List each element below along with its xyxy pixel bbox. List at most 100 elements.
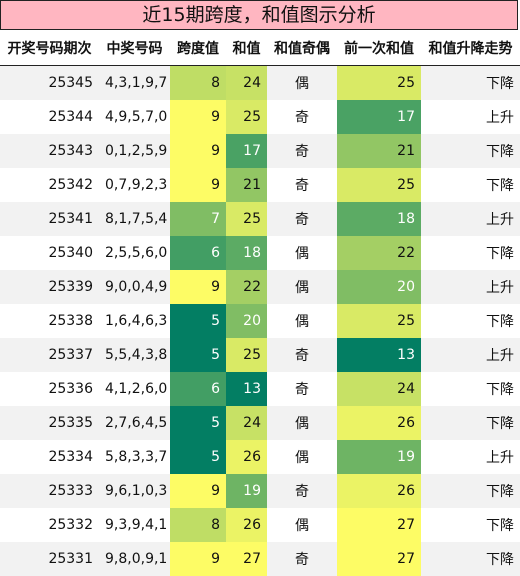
- cell-trend[interactable]: 下降: [421, 167, 520, 202]
- cell-period[interactable]: 25331: [0, 541, 99, 576]
- cell-sum[interactable]: 18: [226, 235, 267, 270]
- cell-prev-sum[interactable]: 22: [337, 235, 421, 270]
- cell-period[interactable]: 25337: [0, 337, 99, 372]
- cell-span[interactable]: 9: [170, 473, 226, 508]
- cell-span[interactable]: 8: [170, 65, 226, 100]
- cell-numbers[interactable]: 4,9,5,7,0: [99, 99, 170, 134]
- cell-sum[interactable]: 21: [226, 167, 267, 202]
- cell-prev-sum[interactable]: 13: [337, 337, 421, 372]
- cell-numbers[interactable]: 1,6,4,6,3: [99, 303, 170, 338]
- cell-numbers[interactable]: 5,8,3,3,7: [99, 439, 170, 474]
- cell-period[interactable]: 25332: [0, 507, 99, 542]
- cell-prev-sum[interactable]: 25: [337, 167, 421, 202]
- cell-prev-sum[interactable]: 26: [337, 405, 421, 440]
- header-span[interactable]: 跨度值: [170, 30, 226, 66]
- cell-period[interactable]: 25339: [0, 269, 99, 304]
- cell-parity[interactable]: 偶: [267, 235, 337, 270]
- cell-prev-sum[interactable]: 27: [337, 507, 421, 542]
- header-period[interactable]: 开奖号码期次: [0, 30, 99, 66]
- header-sum[interactable]: 和值: [226, 30, 267, 66]
- cell-sum[interactable]: 26: [226, 507, 267, 542]
- cell-span[interactable]: 9: [170, 269, 226, 304]
- header-trend[interactable]: 和值升降走势: [421, 30, 520, 66]
- cell-span[interactable]: 5: [170, 303, 226, 338]
- header-prev-sum[interactable]: 前一次和值: [337, 30, 421, 66]
- cell-period[interactable]: 25340: [0, 235, 99, 270]
- cell-numbers[interactable]: 9,0,0,4,9: [99, 269, 170, 304]
- cell-numbers[interactable]: 2,5,5,6,0: [99, 235, 170, 270]
- cell-sum[interactable]: 26: [226, 439, 267, 474]
- cell-trend[interactable]: 上升: [421, 337, 520, 372]
- cell-parity[interactable]: 偶: [267, 439, 337, 474]
- cell-prev-sum[interactable]: 27: [337, 541, 421, 576]
- cell-period[interactable]: 25338: [0, 303, 99, 338]
- cell-numbers[interactable]: 0,1,2,5,9: [99, 133, 170, 168]
- cell-sum[interactable]: 27: [226, 541, 267, 576]
- cell-prev-sum[interactable]: 20: [337, 269, 421, 304]
- cell-period[interactable]: 25341: [0, 201, 99, 236]
- cell-period[interactable]: 25343: [0, 133, 99, 168]
- cell-parity[interactable]: 偶: [267, 507, 337, 542]
- cell-sum[interactable]: 17: [226, 133, 267, 168]
- cell-span[interactable]: 9: [170, 99, 226, 134]
- cell-period[interactable]: 25342: [0, 167, 99, 202]
- cell-period[interactable]: 25333: [0, 473, 99, 508]
- cell-trend[interactable]: 下降: [421, 405, 520, 440]
- cell-sum[interactable]: 22: [226, 269, 267, 304]
- cell-numbers[interactable]: 2,7,6,4,5: [99, 405, 170, 440]
- cell-trend[interactable]: 下降: [421, 473, 520, 508]
- cell-numbers[interactable]: 4,3,1,9,7: [99, 65, 170, 100]
- cell-sum[interactable]: 20: [226, 303, 267, 338]
- cell-numbers[interactable]: 9,8,0,9,1: [99, 541, 170, 576]
- cell-parity[interactable]: 奇: [267, 541, 337, 576]
- cell-trend[interactable]: 下降: [421, 133, 520, 168]
- cell-trend[interactable]: 下降: [421, 507, 520, 542]
- cell-period[interactable]: 25335: [0, 405, 99, 440]
- cell-parity[interactable]: 奇: [267, 371, 337, 406]
- cell-period[interactable]: 25334: [0, 439, 99, 474]
- cell-span[interactable]: 5: [170, 439, 226, 474]
- cell-sum[interactable]: 13: [226, 371, 267, 406]
- cell-span[interactable]: 6: [170, 235, 226, 270]
- cell-span[interactable]: 9: [170, 541, 226, 576]
- cell-parity[interactable]: 偶: [267, 65, 337, 100]
- cell-period[interactable]: 25345: [0, 65, 99, 100]
- cell-trend[interactable]: 下降: [421, 235, 520, 270]
- cell-parity[interactable]: 偶: [267, 303, 337, 338]
- cell-numbers[interactable]: 8,1,7,5,4: [99, 201, 170, 236]
- cell-parity[interactable]: 偶: [267, 269, 337, 304]
- cell-sum[interactable]: 24: [226, 65, 267, 100]
- cell-span[interactable]: 5: [170, 337, 226, 372]
- cell-parity[interactable]: 奇: [267, 99, 337, 134]
- cell-parity[interactable]: 偶: [267, 405, 337, 440]
- cell-parity[interactable]: 奇: [267, 337, 337, 372]
- cell-parity[interactable]: 奇: [267, 167, 337, 202]
- cell-numbers[interactable]: 9,3,9,4,1: [99, 507, 170, 542]
- cell-prev-sum[interactable]: 21: [337, 133, 421, 168]
- cell-prev-sum[interactable]: 25: [337, 65, 421, 100]
- header-parity[interactable]: 和值奇偶: [267, 30, 337, 66]
- cell-span[interactable]: 8: [170, 507, 226, 542]
- cell-span[interactable]: 5: [170, 405, 226, 440]
- cell-prev-sum[interactable]: 19: [337, 439, 421, 474]
- cell-prev-sum[interactable]: 24: [337, 371, 421, 406]
- cell-period[interactable]: 25336: [0, 371, 99, 406]
- cell-span[interactable]: 7: [170, 201, 226, 236]
- cell-parity[interactable]: 奇: [267, 473, 337, 508]
- cell-trend[interactable]: 上升: [421, 439, 520, 474]
- cell-period[interactable]: 25344: [0, 99, 99, 134]
- cell-parity[interactable]: 奇: [267, 201, 337, 236]
- cell-prev-sum[interactable]: 18: [337, 201, 421, 236]
- cell-trend[interactable]: 下降: [421, 371, 520, 406]
- cell-trend[interactable]: 上升: [421, 269, 520, 304]
- cell-trend[interactable]: 下降: [421, 303, 520, 338]
- cell-sum[interactable]: 25: [226, 337, 267, 372]
- cell-prev-sum[interactable]: 17: [337, 99, 421, 134]
- cell-numbers[interactable]: 9,6,1,0,3: [99, 473, 170, 508]
- cell-sum[interactable]: 25: [226, 201, 267, 236]
- cell-parity[interactable]: 奇: [267, 133, 337, 168]
- cell-numbers[interactable]: 4,1,2,6,0: [99, 371, 170, 406]
- cell-numbers[interactable]: 5,5,4,3,8: [99, 337, 170, 372]
- cell-prev-sum[interactable]: 25: [337, 303, 421, 338]
- cell-trend[interactable]: 上升: [421, 201, 520, 236]
